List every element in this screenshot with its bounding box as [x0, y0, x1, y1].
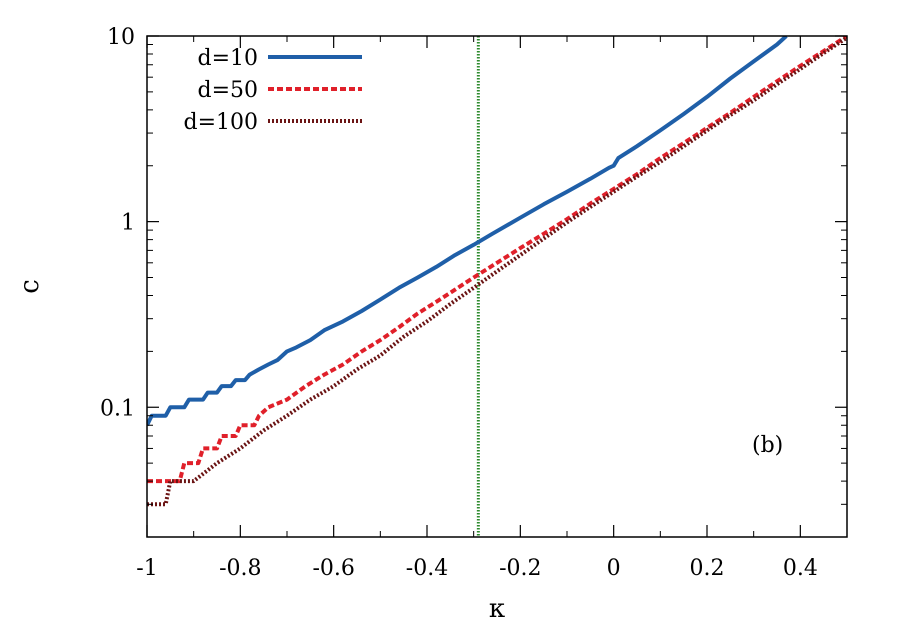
y-axis: 0.1 1 10 — [100, 25, 847, 538]
x-axis-title: κ — [489, 594, 505, 624]
x-tick-label: 0.2 — [690, 556, 725, 581]
x-axis: -1 -0.8 -0.6 -0.4 -0.2 0 0.2 0.4 — [136, 36, 818, 581]
series-line-d100 — [147, 36, 847, 507]
x-tick-label: -0.2 — [499, 556, 541, 581]
legend-label: d=50 — [197, 78, 258, 103]
x-tick-label: -1 — [136, 556, 157, 581]
y-tick-label: 1 — [121, 211, 135, 236]
series-group — [147, 36, 847, 507]
x-tick-label: -0.8 — [219, 556, 261, 581]
legend-label: d=10 — [197, 46, 258, 71]
y-tick-label: 10 — [107, 25, 135, 50]
x-tick-label: -0.4 — [406, 556, 448, 581]
y-tick-label: 0.1 — [100, 396, 135, 421]
x-tick-label: 0.4 — [783, 556, 818, 581]
plot-frame — [146, 35, 848, 538]
x-tick-label: -0.6 — [312, 556, 354, 581]
y-axis-title: c — [15, 279, 45, 294]
panel-label: (b) — [752, 433, 783, 458]
legend: d=10 d=50 d=100 — [183, 46, 362, 135]
series-line-d50 — [147, 36, 847, 484]
series-line-d10 — [147, 36, 788, 427]
legend-label: d=100 — [183, 110, 258, 135]
x-tick-label: 0 — [607, 556, 621, 581]
